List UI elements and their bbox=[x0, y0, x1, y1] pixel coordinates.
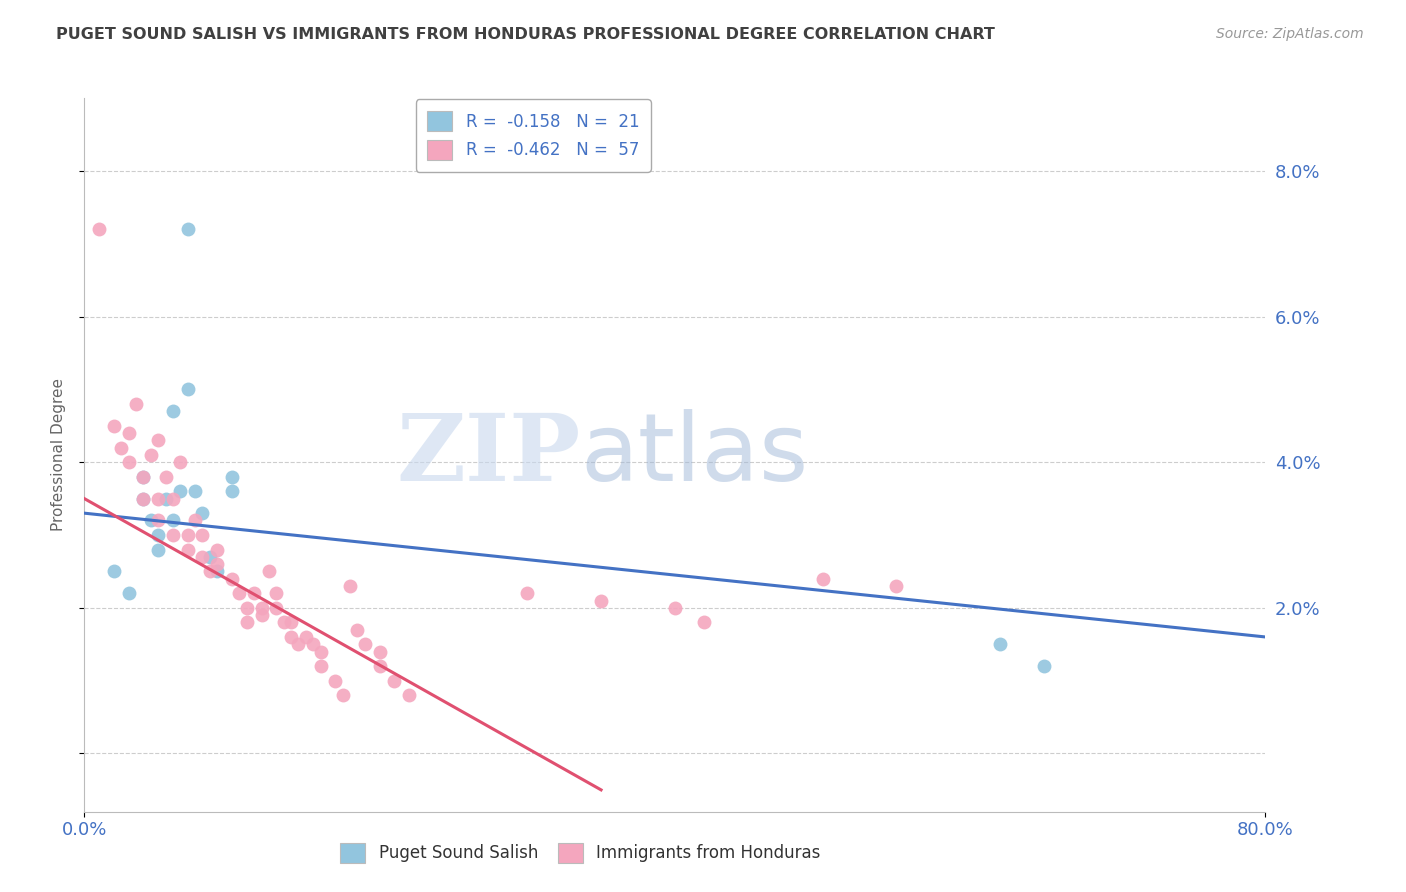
Point bbox=[280, 630, 302, 644]
Point bbox=[236, 615, 259, 630]
Point bbox=[132, 491, 155, 506]
Point bbox=[125, 397, 148, 411]
Point bbox=[148, 528, 170, 542]
Point bbox=[811, 572, 834, 586]
Point bbox=[273, 615, 295, 630]
Point bbox=[148, 513, 170, 527]
Point bbox=[177, 222, 200, 236]
Point bbox=[184, 484, 207, 499]
Point bbox=[198, 565, 221, 579]
Text: PUGET SOUND SALISH VS IMMIGRANTS FROM HONDURAS PROFESSIONAL DEGREE CORRELATION C: PUGET SOUND SALISH VS IMMIGRANTS FROM HO… bbox=[56, 27, 995, 42]
Point bbox=[177, 542, 200, 557]
Point bbox=[346, 623, 368, 637]
Point bbox=[177, 383, 200, 397]
Point bbox=[169, 484, 191, 499]
Point bbox=[221, 484, 243, 499]
Point bbox=[191, 528, 214, 542]
Point bbox=[339, 579, 361, 593]
Point bbox=[89, 222, 111, 236]
Legend: Puget Sound Salish, Immigrants from Honduras: Puget Sound Salish, Immigrants from Hond… bbox=[332, 834, 830, 871]
Text: ZIP: ZIP bbox=[396, 410, 581, 500]
Point bbox=[205, 557, 228, 571]
Point bbox=[693, 615, 716, 630]
Point bbox=[221, 572, 243, 586]
Point bbox=[243, 586, 266, 600]
Point bbox=[162, 513, 184, 527]
Point bbox=[132, 469, 155, 483]
Point bbox=[398, 688, 420, 702]
Point bbox=[250, 608, 273, 623]
Y-axis label: Professional Degree: Professional Degree bbox=[51, 378, 66, 532]
Point bbox=[382, 673, 406, 688]
Point bbox=[177, 528, 200, 542]
Point bbox=[118, 426, 141, 441]
Point bbox=[184, 513, 207, 527]
Point bbox=[332, 688, 354, 702]
Point bbox=[139, 448, 162, 462]
Point bbox=[118, 455, 141, 469]
Point bbox=[323, 673, 347, 688]
Point bbox=[368, 644, 391, 658]
Point bbox=[516, 586, 538, 600]
Point bbox=[169, 455, 191, 469]
Point bbox=[118, 586, 141, 600]
Point bbox=[354, 637, 377, 651]
Point bbox=[664, 600, 686, 615]
Point bbox=[110, 441, 132, 455]
Point bbox=[162, 491, 184, 506]
Point bbox=[191, 549, 214, 564]
Point bbox=[148, 491, 170, 506]
Point bbox=[162, 528, 184, 542]
Point bbox=[205, 565, 228, 579]
Point bbox=[886, 579, 908, 593]
Point bbox=[236, 600, 259, 615]
Point bbox=[228, 586, 250, 600]
Point bbox=[264, 586, 288, 600]
Point bbox=[280, 615, 302, 630]
Point bbox=[309, 644, 332, 658]
Text: atlas: atlas bbox=[581, 409, 808, 501]
Point bbox=[302, 637, 325, 651]
Point bbox=[132, 469, 155, 483]
Point bbox=[148, 542, 170, 557]
Point bbox=[295, 630, 318, 644]
Point bbox=[368, 659, 391, 673]
Point bbox=[988, 637, 1011, 651]
Point bbox=[257, 565, 280, 579]
Point bbox=[287, 637, 309, 651]
Point bbox=[1032, 659, 1054, 673]
Point bbox=[205, 542, 228, 557]
Point bbox=[103, 418, 125, 433]
Point bbox=[155, 469, 177, 483]
Point bbox=[309, 659, 332, 673]
Point bbox=[191, 506, 214, 520]
Point bbox=[139, 513, 162, 527]
Point bbox=[103, 565, 125, 579]
Point bbox=[155, 491, 177, 506]
Point bbox=[264, 600, 288, 615]
Text: Source: ZipAtlas.com: Source: ZipAtlas.com bbox=[1216, 27, 1364, 41]
Point bbox=[250, 600, 273, 615]
Point bbox=[591, 593, 613, 607]
Point bbox=[148, 434, 170, 448]
Point bbox=[221, 469, 243, 483]
Point bbox=[198, 549, 221, 564]
Point bbox=[132, 491, 155, 506]
Point bbox=[162, 404, 184, 418]
